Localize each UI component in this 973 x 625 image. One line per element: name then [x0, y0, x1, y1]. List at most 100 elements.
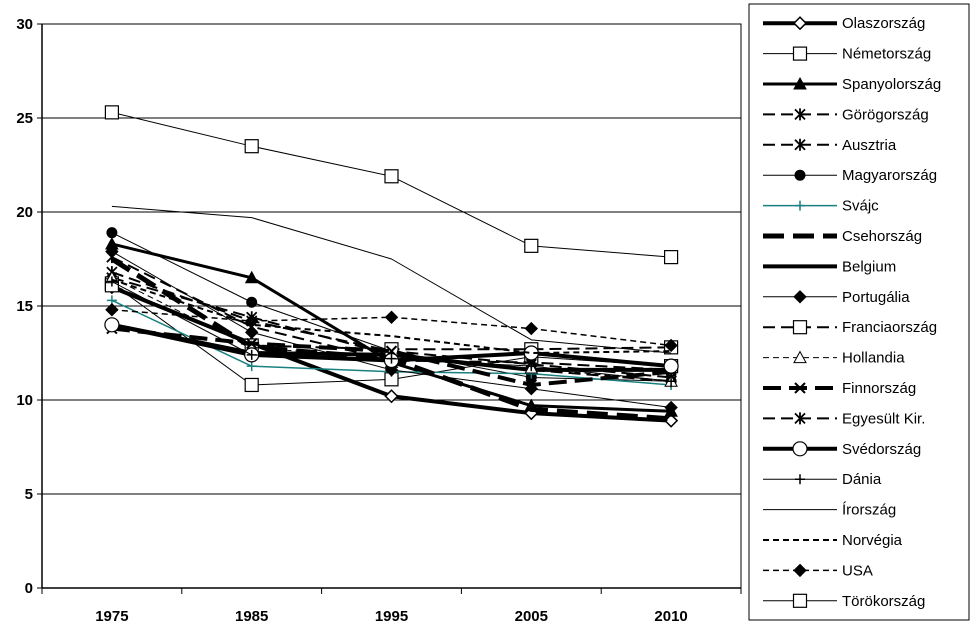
legend-label: Görögország	[842, 106, 929, 123]
series-19	[104, 105, 679, 265]
data-point	[526, 361, 537, 372]
legend-item: USA	[763, 562, 873, 579]
legend-marker	[795, 474, 805, 485]
legend-marker	[794, 382, 806, 394]
data-point	[104, 317, 120, 333]
legend-item: Olaszország	[763, 15, 925, 32]
legend-label: Magyarország	[842, 167, 937, 184]
legend-item: Spanyolország	[763, 76, 941, 93]
legend-label: Franciaország	[842, 319, 937, 336]
data-point	[106, 251, 118, 264]
legend-item: Törökország	[763, 593, 925, 610]
legend-item: Portugália	[763, 289, 910, 306]
x-axis: 1975 1985 1995 2005 2010	[41, 587, 742, 625]
series-9	[105, 244, 678, 415]
legend-item: Egyesült Kir.	[763, 410, 925, 427]
x-tick-label: 1985	[235, 608, 268, 625]
legend-marker	[792, 441, 808, 457]
legend-item: Svédország	[763, 441, 921, 458]
legend-label: Olaszország	[842, 15, 925, 32]
legend-item: Németország	[763, 46, 931, 63]
legend-label: Spanyolország	[842, 76, 941, 93]
x-tick-label: 1975	[95, 608, 128, 625]
legend-marker	[794, 169, 806, 181]
data-point	[525, 379, 538, 391]
y-tick-label: 10	[16, 392, 33, 409]
data-point	[104, 105, 120, 120]
legend-item: Norvégia	[763, 532, 903, 549]
legend-label: Svédország	[842, 441, 921, 458]
legend-label: Hollandia	[842, 350, 905, 367]
legend-item: Belgium	[763, 258, 896, 275]
data-point	[663, 358, 679, 374]
series-group	[104, 105, 679, 428]
legend-box	[748, 3, 970, 621]
x-tick-label: 2010	[654, 608, 687, 625]
series-line	[111, 278, 672, 354]
legend-marker	[792, 593, 808, 608]
legend-label: Norvégia	[842, 532, 903, 549]
data-point	[246, 296, 258, 308]
data-point	[524, 238, 539, 253]
legend-marker	[793, 290, 807, 304]
legend-label: Csehország	[842, 228, 922, 245]
legend-label: USA	[842, 562, 873, 579]
data-point	[384, 169, 399, 184]
legend-item: Svájc	[763, 198, 879, 215]
x-tick-label: 1995	[375, 608, 408, 625]
legend-item: Dánia	[763, 471, 882, 488]
legend-marker	[794, 412, 806, 425]
legend-marker	[793, 350, 807, 364]
legend: Olaszország Németország Spanyolország Görög…	[748, 3, 970, 621]
legend-label: Egyesült Kir.	[842, 410, 925, 427]
y-axis: 0 5 10 15 20 25 30	[16, 16, 43, 597]
y-tick-label: 25	[16, 110, 33, 127]
series-line	[111, 277, 672, 382]
legend-item: Görögország	[763, 106, 929, 123]
y-tick-label: 30	[16, 16, 33, 33]
x-tick-label: 2005	[515, 608, 548, 625]
legend-marker	[792, 46, 808, 61]
legend-item: Írország	[763, 502, 896, 519]
legend-label: Dánia	[842, 471, 882, 488]
data-point	[663, 250, 679, 265]
data-point	[244, 377, 259, 393]
series-16	[111, 205, 672, 354]
legend-item: Franciaország	[763, 319, 937, 336]
legend-label: Írország	[842, 502, 896, 519]
legend-label: Törökország	[842, 593, 925, 610]
series-line	[111, 326, 672, 387]
data-point	[386, 353, 397, 364]
data-point	[244, 270, 259, 284]
legend-label: Portugália	[842, 289, 910, 306]
legend-item: Csehország	[763, 228, 922, 245]
y-tick-label: 15	[16, 298, 33, 315]
legend-item: Finnország	[763, 380, 916, 397]
series-line	[111, 205, 672, 354]
legend-marker	[795, 200, 805, 211]
legend-label: Belgium	[842, 258, 896, 275]
data-point	[246, 361, 257, 372]
legend-item: Magyarország	[763, 167, 937, 184]
y-tick-label: 20	[16, 204, 33, 221]
legend-marker	[792, 320, 808, 335]
legend-marker	[793, 76, 807, 90]
legend-item: Ausztria	[763, 137, 897, 154]
grid-lines	[41, 23, 742, 589]
data-point	[384, 310, 399, 324]
data-point	[524, 321, 539, 336]
series-line	[111, 111, 672, 258]
legend-marker	[792, 16, 808, 31]
legend-item: Hollandia	[763, 350, 905, 367]
data-point	[105, 303, 119, 317]
y-tick-label: 5	[25, 486, 33, 503]
y-tick-label: 0	[25, 580, 33, 597]
series-17	[111, 278, 672, 354]
legend-label: Svájc	[842, 198, 879, 215]
legend-label: Németország	[842, 46, 931, 63]
legend-label: Finnország	[842, 380, 916, 397]
series-18	[105, 303, 678, 353]
legend-marker	[793, 563, 807, 578]
data-point	[244, 314, 259, 328]
